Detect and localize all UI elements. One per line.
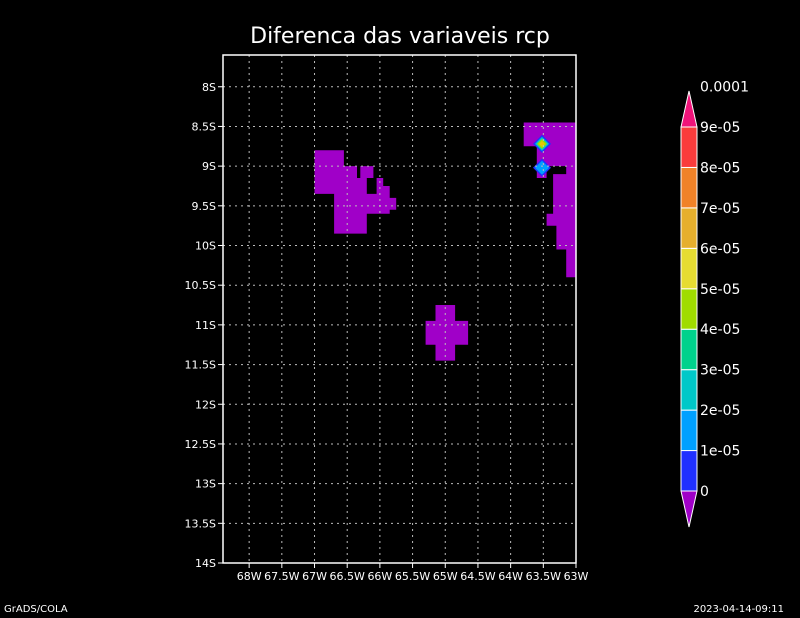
footer-software-label: GrADS/COLA — [4, 604, 68, 615]
hotspot-1-level-1 — [535, 160, 549, 175]
y-tick-label: 11S — [195, 319, 216, 332]
y-tick-label: 13.5S — [185, 517, 216, 530]
y-tick-label: 13S — [195, 478, 216, 491]
y-tick-label: 12S — [195, 398, 216, 411]
map-panel: 68W 67.5W 67W 66.5W 66W 65.5W 65W 64.5W 64W 63.5W… — [185, 54, 589, 583]
x-tick-label: 66.5W — [330, 570, 365, 583]
x-tick-label: 67W — [302, 570, 327, 583]
y-tick-label: 12.5S — [185, 438, 216, 451]
y-tick-label: 14S — [195, 557, 216, 570]
shaded-region-east-strip — [523, 122, 576, 278]
y-tick-label: 9S — [202, 160, 216, 173]
colorbar-triangle-low — [680, 490, 698, 528]
y-tick-label: 8.5S — [192, 120, 216, 133]
colorbar-label: 8e-05 — [700, 160, 740, 176]
x-tick-label: 68W — [237, 570, 262, 583]
shaded-region-west-blob — [314, 150, 397, 234]
figure-title: Diferenca das variaveis rcp — [250, 24, 550, 49]
colorbar-segment — [680, 409, 698, 452]
y-tick-label: 10.5S — [185, 279, 216, 292]
x-tick-label: 67.5W — [264, 570, 299, 583]
colorbar-label: 0 — [700, 484, 709, 500]
colorbar-label: 5e-05 — [700, 282, 740, 298]
y-tick-label: 10S — [195, 240, 216, 253]
x-tick-label: 63W — [564, 570, 589, 583]
x-tick-label: 64.5W — [460, 570, 495, 583]
x-tick-label: 65.5W — [395, 570, 430, 583]
colorbar-label: 0.0001 — [700, 80, 749, 96]
shaded-region-center-blob — [425, 305, 469, 361]
x-tick-label: 63.5W — [526, 570, 561, 583]
y-tick-label: 8S — [202, 81, 216, 94]
colorbar-segment — [680, 166, 698, 209]
colorbar-segment — [680, 450, 698, 492]
x-tick-label: 65W — [433, 570, 458, 583]
colorbar-label: 3e-05 — [700, 363, 740, 379]
y-tick-label: 11.5S — [185, 359, 216, 372]
colorbar-segment — [680, 247, 698, 290]
colorbar-label: 7e-05 — [700, 201, 740, 217]
colorbar-triangle-high — [680, 90, 698, 128]
colorbar-label: 6e-05 — [700, 241, 740, 257]
colorbar-segment — [680, 369, 698, 411]
map-frame — [222, 54, 577, 564]
colorbar-label: 2e-05 — [700, 403, 740, 419]
footer-timestamp: 2023-04-14-09:11 — [693, 604, 784, 615]
colorbar-segment — [680, 126, 698, 168]
colorbar-segment — [680, 288, 698, 330]
colorbar: 0 1e-05 2e-05 3e-05 4e-05 5e-05 6e-05 7e-05 8e-0… — [680, 80, 749, 528]
colorbar-label: 9e-05 — [700, 120, 740, 136]
x-tick-label: 64W — [498, 570, 523, 583]
y-tick-label: 9.5S — [192, 200, 216, 213]
colorbar-segment — [680, 207, 698, 249]
colorbar-segment — [680, 328, 698, 371]
colorbar-label: 4e-05 — [700, 322, 740, 338]
x-tick-label: 66W — [367, 570, 392, 583]
colorbar-label: 1e-05 — [700, 444, 740, 460]
